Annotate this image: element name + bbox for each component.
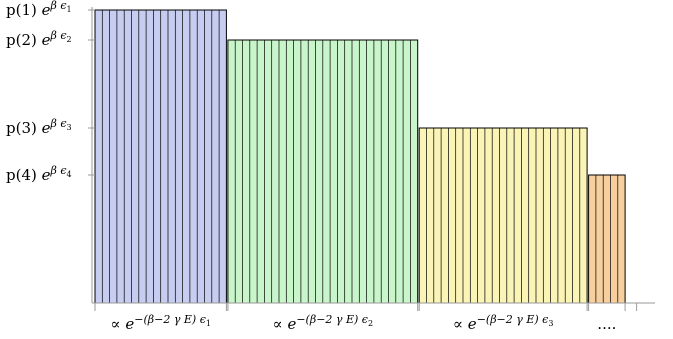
y-label-2: p(2) eβ ϵ2: [6, 29, 72, 49]
x-label-2: ∝ e−(β−2 γ E) ϵ2: [273, 313, 374, 333]
block-1: [94, 9, 227, 304]
y-label-4-exponent: β ϵ: [50, 164, 67, 177]
y-label-3-base: e: [42, 119, 51, 137]
axes-layer: [88, 7, 655, 311]
x-label-4-base: ....: [597, 315, 616, 333]
x-label-3-base: e: [468, 315, 477, 333]
x-label-1-prefix: ∝: [110, 315, 125, 333]
x-label-2-base: e: [287, 315, 296, 333]
y-label-1: p(1) eβ ϵ1: [6, 0, 72, 19]
block-4: [588, 174, 626, 304]
x-label-4: ....: [597, 315, 616, 333]
x-label-1: ∝ e−(β−2 γ E) ϵ1: [110, 313, 211, 333]
y-label-1-subscript: 1: [67, 5, 72, 14]
x-label-2-exponent: −(β−2 γ E) ϵ: [296, 313, 368, 326]
blocks-layer: [94, 9, 626, 304]
y-label-2-subscript: 2: [67, 35, 72, 44]
y-label-2-base: e: [42, 31, 51, 49]
block-2: [227, 39, 419, 304]
y-label-1-base: e: [42, 1, 51, 19]
y-label-2-prefix: p(2): [6, 31, 42, 49]
y-label-4-prefix: p(4): [6, 166, 42, 184]
y-label-1-prefix: p(1): [6, 1, 42, 19]
y-label-2-exponent: β ϵ: [50, 29, 67, 42]
x-label-1-base: e: [125, 315, 134, 333]
y-labels: p(1) eβ ϵ1p(2) eβ ϵ2p(3) eβ ϵ3p(4) eβ ϵ4: [6, 0, 72, 184]
y-label-3-exponent: β ϵ: [50, 117, 67, 130]
y-label-3-prefix: p(3): [6, 119, 42, 137]
x-labels: ∝ e−(β−2 γ E) ϵ1 ∝ e−(β−2 γ E) ϵ2 ∝ e−(β−2…: [110, 313, 616, 333]
block-3-rect: [418, 127, 588, 304]
x-label-1-subscript: 1: [206, 319, 211, 328]
block-3: [418, 127, 588, 304]
block-4-rect: [588, 174, 626, 304]
y-label-3: p(3) eβ ϵ3: [6, 117, 72, 137]
x-label-3-prefix: ∝: [453, 315, 468, 333]
x-label-2-prefix: ∝: [273, 315, 288, 333]
x-label-3: ∝ e−(β−2 γ E) ϵ3: [453, 313, 554, 333]
y-label-4: p(4) eβ ϵ4: [6, 164, 72, 184]
y-label-1-exponent: β ϵ: [50, 0, 67, 12]
x-label-1-exponent: −(β−2 γ E) ϵ: [134, 313, 206, 326]
y-label-4-base: e: [42, 166, 51, 184]
x-label-3-exponent: −(β−2 γ E) ϵ: [477, 313, 549, 326]
x-label-2-subscript: 2: [368, 319, 373, 328]
y-label-3-subscript: 3: [67, 123, 72, 132]
y-label-4-subscript: 4: [67, 170, 72, 179]
x-label-3-subscript: 3: [548, 319, 553, 328]
